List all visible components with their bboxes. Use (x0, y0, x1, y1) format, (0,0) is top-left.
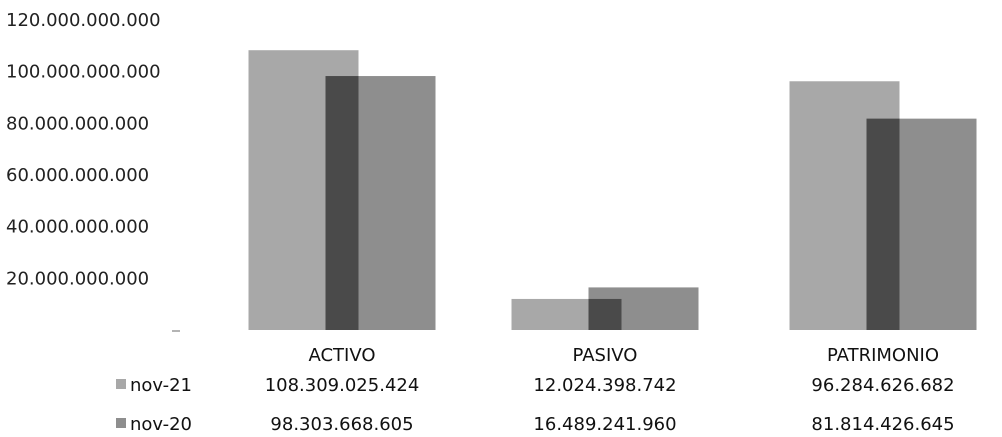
data-table: nov-21 108.309.025.424 12.024.398.742 96.28… (116, 375, 955, 435)
bar-overlap-activo (325, 76, 359, 330)
y-tick-label: 60.000.000.000 (6, 165, 149, 186)
legend-label: nov-20 (130, 414, 192, 435)
y-tick-label: 40.000.000.000 (6, 217, 149, 238)
data-table-cell: 16.489.241.960 (533, 414, 676, 435)
legend-label: nov-21 (130, 375, 192, 396)
data-table-cell: 12.024.398.742 (533, 375, 676, 396)
data-table-cell: 96.284.626.682 (811, 375, 954, 396)
category-labels: ACTIVO PASIVO PATRIMONIO (308, 345, 939, 366)
data-table-cell: 81.814.426.645 (811, 414, 954, 435)
category-label: ACTIVO (308, 345, 375, 366)
category-label: PASIVO (573, 345, 638, 366)
legend-key-nov-21 (116, 379, 126, 389)
y-tick-label: 100.000.000.000 (6, 62, 161, 83)
bar-overlap-patrimonio (866, 118, 900, 331)
bar-overlap-pasivo (588, 298, 622, 330)
bars (248, 50, 977, 331)
y-axis: 120.000.000.000 100.000.000.000 80.000.000… (6, 10, 180, 332)
category-label: PATRIMONIO (827, 345, 939, 366)
data-table-cell: 98.303.668.605 (270, 414, 413, 435)
y-tick-label: 20.000.000.000 (6, 268, 149, 289)
y-tick-label: 120.000.000.000 (6, 10, 161, 31)
legend-key-nov-20 (116, 418, 126, 428)
data-table-cell: 108.309.025.424 (265, 375, 420, 396)
y-tick-label: 80.000.000.000 (6, 113, 149, 134)
